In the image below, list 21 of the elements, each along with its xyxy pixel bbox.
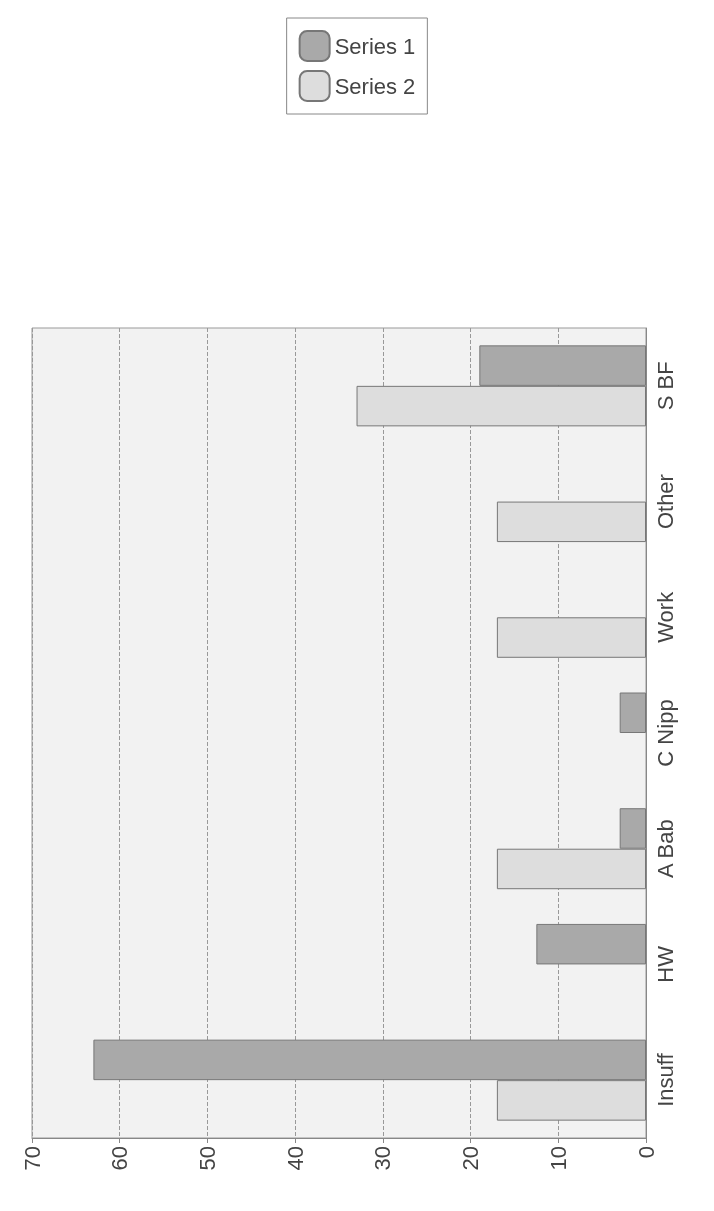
y-tick-label: A Bab [652,819,678,879]
x-tick-label: 0 [633,1146,659,1159]
x-tick-label: 60 [107,1146,133,1171]
bar [496,501,646,543]
y-tick-label: HW [652,945,678,983]
y-tick-label: Insuff [652,1052,678,1107]
x-tick-label: 40 [282,1146,308,1171]
y-tick-label: S BF [652,361,678,411]
x-tick-label: 70 [19,1146,45,1171]
x-tick-label: 50 [194,1146,220,1171]
legend-label: Series 1 [334,33,416,59]
y-tick-label: Work [652,590,678,643]
y-tick-label: Other [652,474,678,530]
y-tick-label: C Nipp [652,699,678,767]
bar [536,923,646,965]
x-tick-label: 20 [458,1146,484,1171]
bar [619,692,646,733]
x-tick-label: 10 [545,1146,571,1171]
x-tick-label: 30 [370,1146,396,1171]
bar [496,617,646,658]
legend-label: Series 2 [334,73,416,99]
